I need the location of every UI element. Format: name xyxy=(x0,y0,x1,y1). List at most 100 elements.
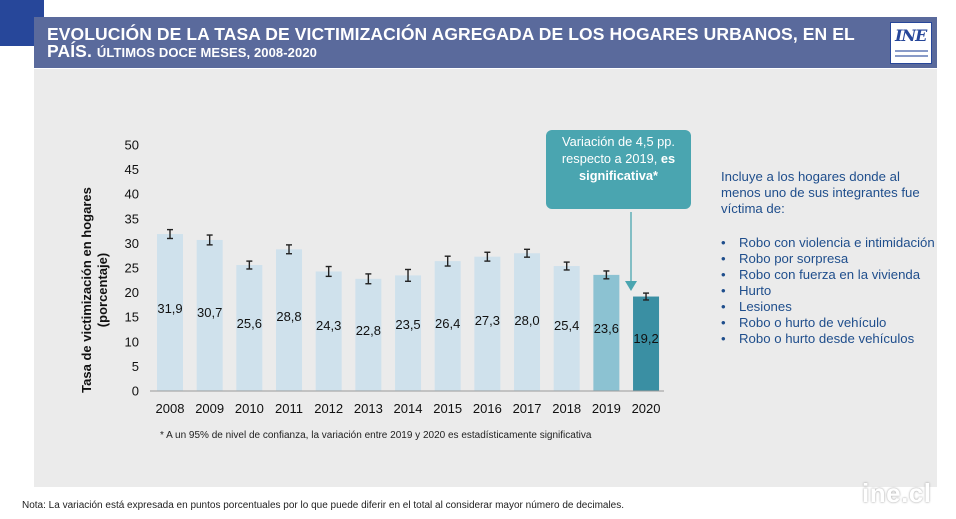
list-item-label: Hurto xyxy=(739,283,772,298)
side-note-intro: Incluye a los hogares donde al menos uno… xyxy=(721,169,920,216)
ine-logo: INE xyxy=(890,22,932,64)
y-axis-title: Tasa de victimización en hogares xyxy=(79,187,94,393)
list-item-label: Robo por sorpresa xyxy=(739,251,849,266)
y-tick-label: 0 xyxy=(132,384,139,399)
bar xyxy=(395,275,422,391)
x-tick-label: 2011 xyxy=(275,401,303,416)
list-item: • Hurto xyxy=(721,283,936,299)
bullet-icon: • xyxy=(721,283,726,298)
bullet-icon: • xyxy=(721,267,726,282)
x-tick-label: 2010 xyxy=(235,401,264,416)
y-tick-label: 25 xyxy=(125,261,139,276)
x-tick-label: 2014 xyxy=(394,401,423,416)
list-item-label: Lesiones xyxy=(739,299,792,314)
y-tick-label: 40 xyxy=(125,187,139,202)
list-item-label: Robo con fuerza en la vivienda xyxy=(739,267,921,282)
y-tick-label: 20 xyxy=(125,285,139,300)
value-label: 25,4 xyxy=(554,318,579,333)
value-label: 23,6 xyxy=(594,321,619,336)
value-label: 28,8 xyxy=(276,309,301,324)
crime-type-list: • Robo con violencia e intimidación • Robo… xyxy=(721,235,936,347)
y-tick-label: 35 xyxy=(125,211,139,226)
slide-title: EVOLUCIÓN DE LA TASA DE VICTIMIZACIÓN AG… xyxy=(47,24,855,61)
y-tick-label: 15 xyxy=(125,310,139,325)
y-tick-label: 30 xyxy=(125,236,139,251)
side-note: Incluye a los hogares donde al menos uno… xyxy=(721,169,936,347)
value-label: 28,0 xyxy=(514,313,539,328)
list-item: • Robo con fuerza en la vivienda xyxy=(721,267,936,283)
bar xyxy=(633,296,660,391)
x-tick-label: 2012 xyxy=(314,401,343,416)
y-axis-ticks: 0 5 10 15 20 25 30 35 40 45 50 xyxy=(125,138,139,399)
bar xyxy=(276,249,303,391)
x-tick-label: 2008 xyxy=(156,401,185,416)
bullet-icon: • xyxy=(721,299,726,314)
y-axis-units: (porcentaje) xyxy=(95,253,110,327)
value-label: 31,9 xyxy=(157,301,182,316)
list-item: • Robo o hurto de vehículo xyxy=(721,315,936,331)
bars xyxy=(157,234,660,391)
list-item-label: Robo o hurto desde vehículos xyxy=(739,331,915,346)
bar xyxy=(157,234,183,391)
variation-callout: Variación de 4,5 pp. respecto a 2019, es… xyxy=(546,130,691,209)
x-tick-label: 2018 xyxy=(552,401,581,416)
list-item-label: Robo con violencia e intimidación xyxy=(739,235,935,250)
bullet-icon: • xyxy=(721,331,726,346)
value-label: 23,5 xyxy=(395,317,420,332)
y-tick-label: 10 xyxy=(125,334,139,349)
bar xyxy=(355,278,382,391)
title-prefix: PAÍS. xyxy=(47,41,92,61)
list-item: • Robo con violencia e intimidación xyxy=(721,235,936,251)
logo-line xyxy=(895,50,928,52)
y-tick-label: 50 xyxy=(125,138,139,153)
x-tick-label: 2016 xyxy=(473,401,502,416)
value-label: 27,3 xyxy=(475,313,500,328)
callout-text: Variación de 4,5 pp. respecto a 2019, xyxy=(561,134,675,166)
bullet-icon: • xyxy=(721,251,726,266)
list-item-label: Robo o hurto de vehículo xyxy=(739,315,887,330)
value-label: 24,3 xyxy=(316,318,341,333)
value-label: 19,2 xyxy=(633,331,658,346)
bullet-icon: • xyxy=(721,235,726,250)
x-tick-label: 2020 xyxy=(632,401,661,416)
logo-line xyxy=(895,55,928,57)
value-labels: 31,9 30,7 25,6 28,8 24,3 22,8 23,5 26,4 27,3 28,0… xyxy=(157,301,658,346)
x-tick-label: 2019 xyxy=(592,401,621,416)
callout-arrow xyxy=(625,212,637,291)
decimals-note: Nota: La variación está expresada en pun… xyxy=(22,500,625,511)
ine-watermark: ine.cl xyxy=(862,478,932,508)
error-bars xyxy=(167,228,650,301)
bar xyxy=(593,274,620,391)
bar xyxy=(196,239,223,391)
title-line-1: EVOLUCIÓN DE LA TASA DE VICTIMIZACIÓN AG… xyxy=(47,24,855,44)
x-tick-label: 2017 xyxy=(513,401,542,416)
bar xyxy=(474,256,501,391)
bar xyxy=(514,253,541,391)
x-tick-label: 2009 xyxy=(195,401,224,416)
significance-footnote: * A un 95% de nivel de confianza, la var… xyxy=(160,430,592,441)
title-line-2: PAÍS. ÚLTIMOS DOCE MESES, 2008-2020 xyxy=(47,41,855,61)
logo-mark: INE xyxy=(895,26,927,45)
list-item: • Lesiones xyxy=(721,299,936,315)
value-label: 25,6 xyxy=(237,316,262,331)
callout-arrow-head xyxy=(625,281,637,291)
value-label: 22,8 xyxy=(356,323,381,338)
bar xyxy=(315,271,342,391)
y-tick-label: 5 xyxy=(132,359,139,374)
y-axis-label: Tasa de victimización en hogares (porcen… xyxy=(79,187,110,393)
bar xyxy=(434,261,461,391)
callout-bold-text: es significativa* xyxy=(579,151,676,183)
value-label: 26,4 xyxy=(435,316,460,331)
title-bar xyxy=(34,17,937,68)
list-item: • Robo o hurto desde vehículos xyxy=(721,331,936,347)
bar xyxy=(236,265,263,391)
bullet-icon: • xyxy=(721,315,726,330)
bar xyxy=(553,266,580,391)
x-tick-label: 2015 xyxy=(433,401,462,416)
list-item: • Robo por sorpresa xyxy=(721,251,936,267)
title-subtitle: ÚLTIMOS DOCE MESES, 2008-2020 xyxy=(96,45,318,60)
y-tick-label: 45 xyxy=(125,162,139,177)
x-axis-labels: 2008 2009 2010 2011 2012 2013 2014 2015 2016 2017… xyxy=(156,401,661,416)
value-label: 30,7 xyxy=(197,305,222,320)
